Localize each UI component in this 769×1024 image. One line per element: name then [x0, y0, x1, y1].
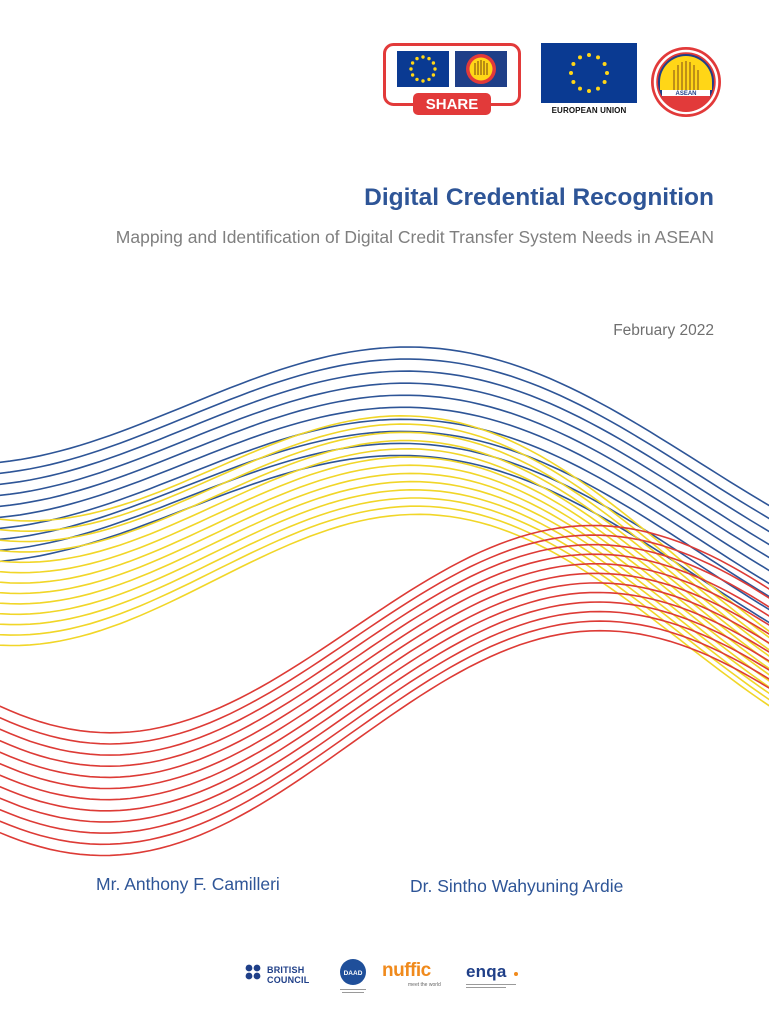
yellow-wave-line	[0, 447, 769, 657]
red-wave-line	[0, 629, 769, 857]
red-wave-line	[0, 553, 769, 768]
red-wave-line	[0, 562, 769, 779]
asean-label: ASEAN	[675, 91, 696, 97]
blue-wave-line	[0, 430, 769, 598]
yellow-wave-line	[0, 423, 769, 639]
red-wave-line	[0, 610, 769, 834]
eu-flag-icon	[541, 43, 637, 103]
british-council-dots-icon	[245, 964, 261, 980]
eu-logo: EUROPEAN UNION	[541, 43, 637, 118]
yellow-wave-line	[0, 464, 769, 670]
daad-logo: DAAD	[338, 958, 368, 998]
blue-wave-line	[0, 406, 769, 572]
yellow-wave-line	[0, 497, 769, 695]
yellow-wave-line	[0, 480, 769, 682]
author-ardie: Dr. Sintho Wahyuning Ardie	[410, 876, 624, 896]
report-title: Digital Credential Recognition	[364, 184, 714, 211]
red-wave-line	[0, 582, 769, 801]
asean-logo: ASEAN	[651, 47, 721, 117]
blue-wave-line	[0, 442, 769, 611]
british-council-logo: BRITISH COUNCIL	[245, 962, 323, 990]
yellow-wave-line	[0, 513, 769, 707]
author-camilleri: Mr. Anthony F. Camilleri	[96, 874, 280, 894]
blue-wave-line	[0, 418, 769, 585]
red-wave-line	[0, 524, 769, 734]
share-label: SHARE	[426, 96, 479, 113]
red-wave-line	[0, 534, 769, 745]
british-council-text: BRITISH COUNCIL	[267, 965, 310, 985]
yellow-wave-line	[0, 414, 769, 633]
yellow-wave-line	[0, 456, 769, 664]
daad-label: DAAD	[344, 970, 363, 977]
blue-wave-line	[0, 454, 769, 624]
blue-wave-line	[0, 346, 769, 507]
report-subtitle: Mapping and Identification of Digital Cr…	[115, 227, 714, 247]
enqa-dot-icon	[514, 972, 518, 976]
nuffic-tagline: meet the world	[408, 982, 441, 988]
blue-wave-line	[0, 358, 769, 520]
enqa-wordmark: enqa	[466, 962, 507, 981]
nuffic-logo: nuffic meet the world	[382, 960, 454, 990]
eu-caption: EUROPEAN UNION	[551, 106, 627, 115]
yellow-wave-line	[0, 439, 769, 651]
blue-wave-line	[0, 382, 769, 546]
red-wave-line	[0, 543, 769, 756]
enqa-tagline-lines	[466, 984, 516, 989]
blue-wave-line	[0, 370, 769, 533]
red-wave-line	[0, 591, 769, 812]
red-wave-line	[0, 601, 769, 823]
yellow-wave-line	[0, 505, 769, 701]
enqa-logo: enqa	[466, 962, 524, 992]
share-logo: SHARE	[383, 43, 521, 115]
blue-wave-line	[0, 394, 769, 559]
red-wave-line	[0, 620, 769, 846]
yellow-wave-line	[0, 472, 769, 676]
report-date: February 2022	[613, 322, 714, 339]
red-wave-line	[0, 572, 769, 790]
nuffic-wordmark: nuffic	[382, 960, 431, 981]
